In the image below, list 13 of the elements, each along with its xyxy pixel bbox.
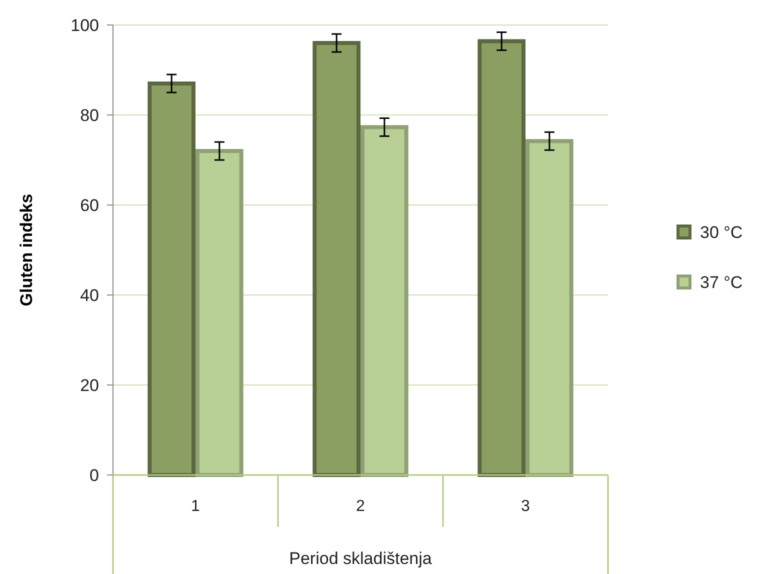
y-tick-label: 0 xyxy=(90,466,99,485)
y-tick-label: 40 xyxy=(80,286,99,305)
legend-label: 30 °C xyxy=(700,222,743,242)
y-tick-label: 60 xyxy=(80,196,99,215)
y-tick-label: 100 xyxy=(70,16,99,35)
x-axis-title: Period skladištenja xyxy=(289,549,432,568)
y-tick-label: 20 xyxy=(80,376,99,395)
x-tick-label: 3 xyxy=(521,498,530,515)
y-axis-title: Gluten indeks xyxy=(17,194,36,306)
y-tick-label: 80 xyxy=(80,106,99,125)
x-tick-label: 1 xyxy=(191,498,200,515)
legend-label: 37 °C xyxy=(700,272,743,292)
x-tick-label: 2 xyxy=(356,498,366,515)
